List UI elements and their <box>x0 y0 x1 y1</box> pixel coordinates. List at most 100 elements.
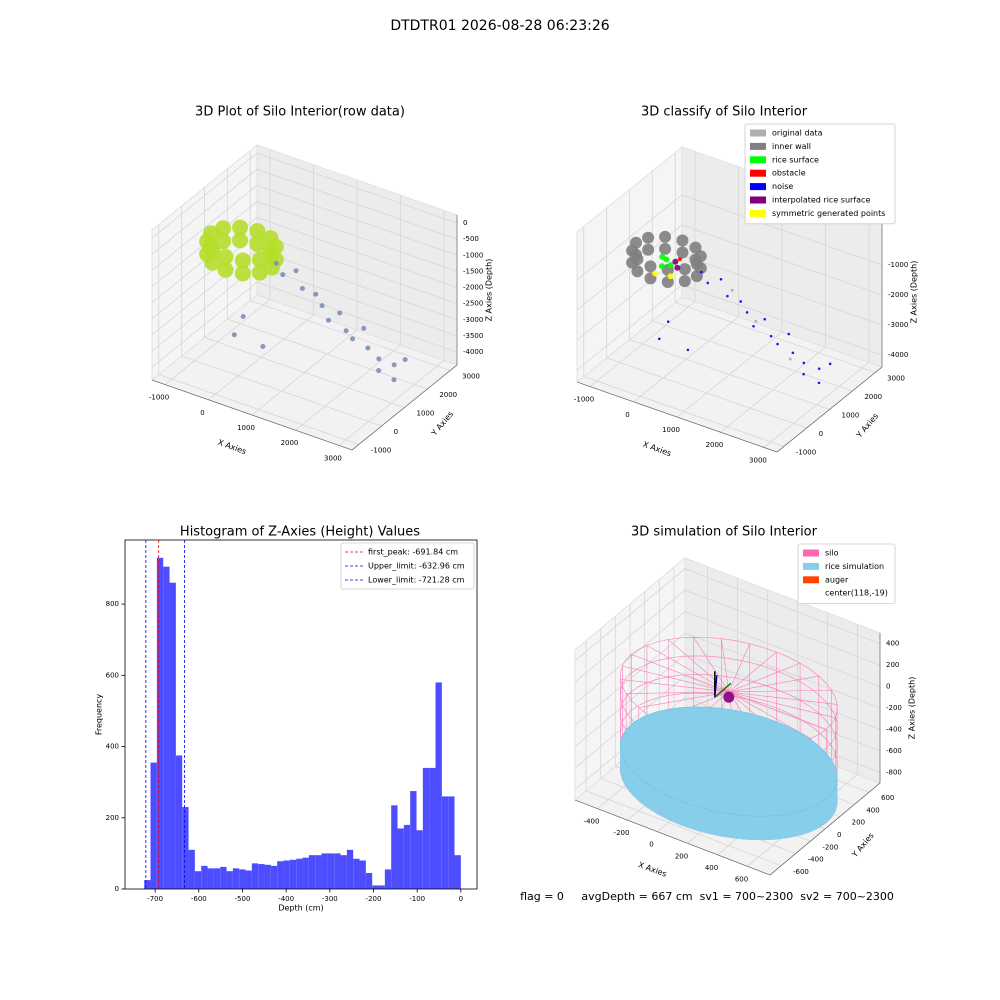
point <box>802 372 805 376</box>
x-tick-label: -1000 <box>574 396 594 404</box>
z-axis-label: Z Axies (Depth) <box>908 677 917 740</box>
y-axis-line <box>769 782 881 876</box>
y-tick-label: 0 <box>837 831 841 839</box>
bar <box>340 855 347 889</box>
bar <box>201 865 208 889</box>
y-tick-label: -600 <box>793 868 809 876</box>
point <box>726 294 729 298</box>
legend-label: interpolated rice surface <box>772 196 870 205</box>
y-tick-label: -1000 <box>796 448 816 456</box>
legend-patch <box>803 576 819 584</box>
bar <box>403 824 411 889</box>
z-tick-label: -400 <box>886 725 902 733</box>
auger-arrow <box>714 675 718 698</box>
legend-patch <box>750 142 766 150</box>
grid-line <box>151 281 458 368</box>
z-tick-label: -200 <box>886 704 902 712</box>
bar <box>315 855 322 889</box>
legend-patch <box>803 589 819 597</box>
point <box>215 233 232 250</box>
silo-roof-line <box>728 691 811 739</box>
point <box>299 285 305 291</box>
bar <box>220 866 227 889</box>
bar <box>308 855 316 889</box>
bar <box>346 849 354 889</box>
point <box>828 362 832 366</box>
silo-roof-line <box>728 662 801 693</box>
legend-label: Lower_limit: -721.28 cm <box>368 576 465 585</box>
grid-line <box>251 180 358 416</box>
point <box>652 270 659 277</box>
y-tick-label: 600 <box>881 794 894 802</box>
point <box>251 251 268 268</box>
point <box>657 337 661 341</box>
silo-roof-line <box>728 675 819 693</box>
x-axis-line <box>574 799 771 876</box>
rice-side <box>810 803 820 833</box>
z-tick-label: -1000 <box>888 261 908 269</box>
y-tick-label: 2000 <box>864 393 882 401</box>
point <box>319 303 325 309</box>
y-axis-line <box>776 366 883 453</box>
grid-line <box>574 611 881 704</box>
bar <box>296 858 303 889</box>
y-axis-label: Frequency <box>95 694 104 736</box>
point <box>677 257 682 262</box>
bar <box>251 863 259 889</box>
point <box>754 319 758 323</box>
point <box>686 348 690 352</box>
point <box>752 324 755 328</box>
point <box>240 313 246 319</box>
point <box>788 357 792 361</box>
x-tick-label: 400 <box>705 864 718 872</box>
point <box>674 264 681 271</box>
rice-side <box>800 807 811 836</box>
point <box>706 281 710 285</box>
z-tick-label: -3500 <box>463 332 483 340</box>
z-tick-label: -2500 <box>463 300 483 308</box>
x-tick-label: -200 <box>366 895 382 903</box>
x-tick-label: 3000 <box>749 456 767 464</box>
bar <box>156 557 164 889</box>
silo-roof-line <box>728 691 836 719</box>
x-axis-label: X Axies <box>637 860 668 879</box>
y-tick-label: 600 <box>106 671 119 679</box>
grid-line <box>676 182 783 418</box>
point <box>313 291 319 297</box>
rice-side <box>789 811 801 838</box>
z-tick-label: 0 <box>886 683 890 691</box>
point <box>776 342 779 346</box>
x-axis-line <box>151 379 353 451</box>
bar <box>397 828 404 889</box>
point <box>273 260 279 266</box>
grid-line <box>295 195 401 431</box>
z-tick-label: -1500 <box>463 267 483 275</box>
rice-side <box>721 812 737 839</box>
grid-line <box>574 568 881 662</box>
x-tick-label: 200 <box>675 852 688 860</box>
legend-label: center(118,-19) <box>825 589 888 598</box>
y-tick-label: 1000 <box>417 410 435 418</box>
figure-title: DTDTR01 2026-08-28 06:23:26 <box>390 18 609 34</box>
rice-side <box>736 814 751 840</box>
bar <box>207 868 214 889</box>
legend-patch <box>750 156 766 164</box>
point <box>249 235 266 252</box>
bar <box>258 864 265 889</box>
point <box>262 230 279 247</box>
y-tick-label: 3000 <box>462 373 480 381</box>
x-tick-label: 2000 <box>706 441 724 449</box>
z-tick-label: -3000 <box>888 321 908 329</box>
y-tick-label: 400 <box>106 743 119 751</box>
x-tick-label: -400 <box>278 895 294 903</box>
z-tick-label: -2000 <box>888 291 908 299</box>
grid-line <box>151 168 458 255</box>
point <box>231 332 237 338</box>
x-tick-label: 1000 <box>237 424 255 432</box>
x-tick-label: -400 <box>584 818 600 826</box>
bar <box>283 860 290 889</box>
point <box>678 275 691 288</box>
point <box>672 258 679 265</box>
grid-line <box>606 208 807 429</box>
grid-line <box>585 640 782 867</box>
